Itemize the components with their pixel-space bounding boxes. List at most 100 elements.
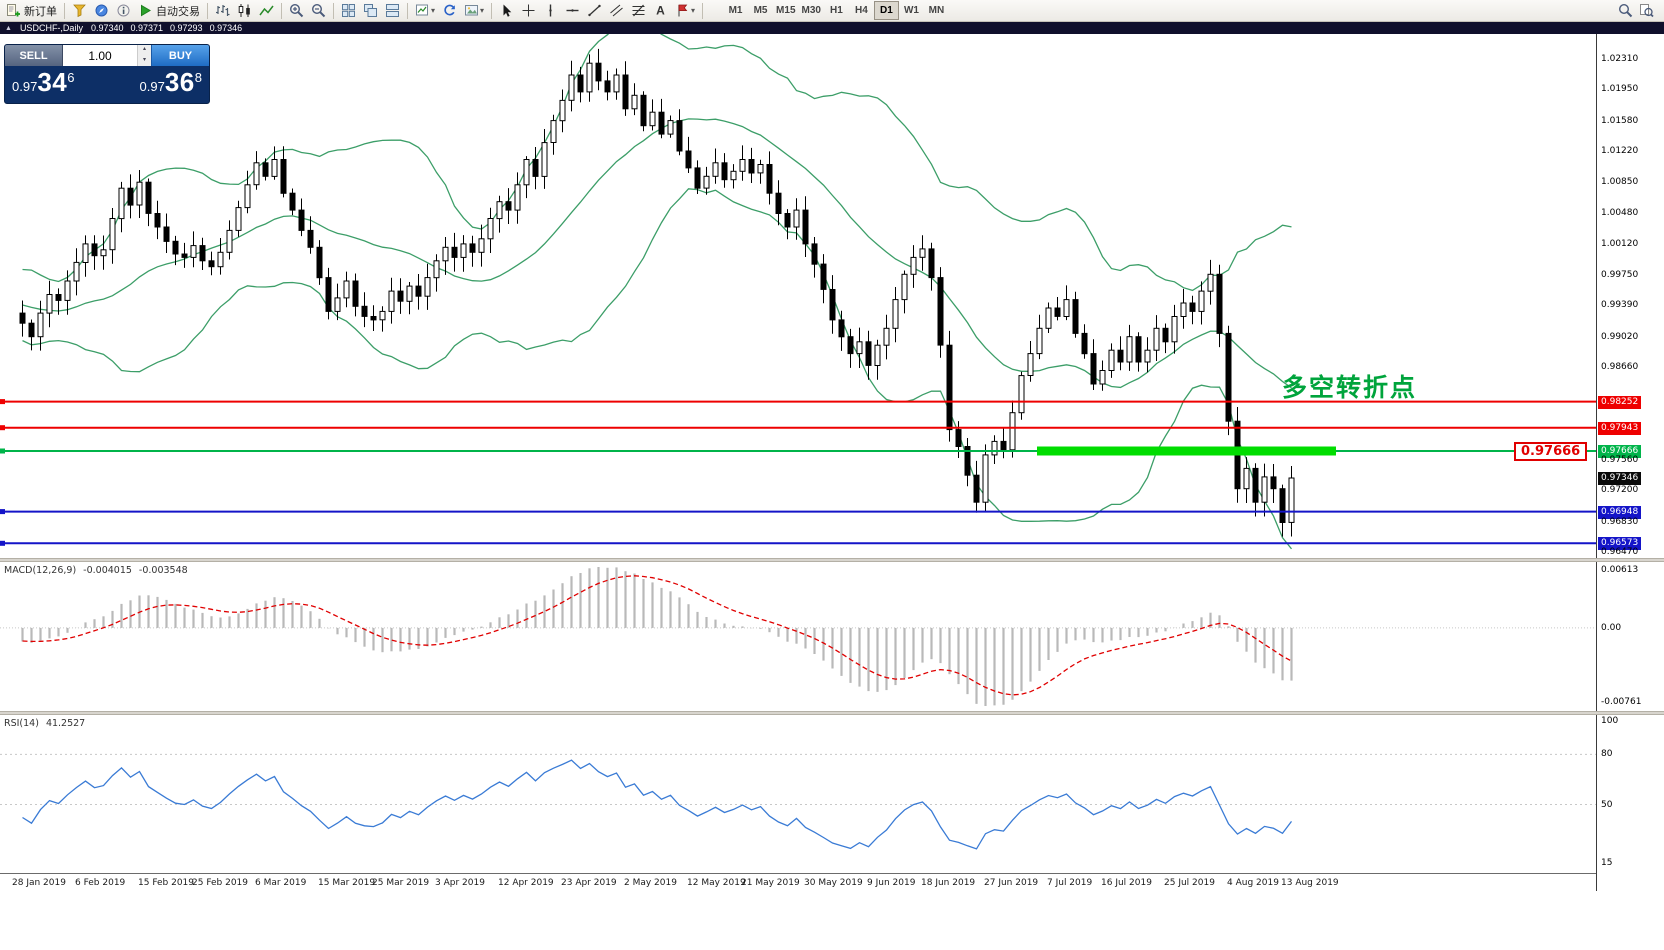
bar-chart-button[interactable] — [212, 1, 233, 20]
collapse-icon[interactable]: ▲ — [5, 24, 12, 32]
macd-signal-value: -0.003548 — [138, 565, 188, 576]
trade-prices: 0.97346 0.97368 — [5, 66, 209, 98]
macd-panel-canvas[interactable] — [0, 562, 1596, 711]
profiles-button[interactable] — [439, 1, 460, 20]
toolbar-separator — [407, 2, 408, 19]
rsi-panel-canvas[interactable] — [0, 715, 1596, 873]
timeframe-m5-button[interactable]: M5 — [748, 1, 773, 20]
toolbar-separator — [491, 2, 493, 19]
timeframe-w1-button[interactable]: W1 — [899, 1, 924, 20]
document-search-icon — [1639, 3, 1654, 18]
cursor-tool-button[interactable] — [496, 1, 517, 20]
navigator-button[interactable] — [91, 1, 112, 20]
chevron-down-icon: ▾ — [431, 6, 436, 15]
axis-label: 50 — [1601, 800, 1613, 810]
panel-splitter-macd[interactable] — [0, 558, 1664, 562]
macd-name: MACD(12,26,9) — [4, 565, 77, 576]
line-chart-button[interactable] — [256, 1, 277, 20]
zoom-in-button[interactable] — [286, 1, 307, 20]
axis-label: 0.99390 — [1601, 300, 1639, 310]
tile-windows-icon — [341, 3, 356, 18]
rsi-name: RSI(14) — [4, 718, 39, 729]
line-chart-icon — [259, 3, 274, 18]
timeframe-m1-button[interactable]: M1 — [723, 1, 748, 20]
toolbar-right-group — [1615, 1, 1657, 20]
chart-area: SELL ▴ ▾ BUY 0.97346 0.97368 多 — [0, 34, 1664, 950]
channel-tool-button[interactable] — [606, 1, 627, 20]
sell-button[interactable]: SELL — [5, 45, 63, 66]
date-axis-label: 15 Feb 2019 — [138, 878, 195, 888]
price-chart-canvas[interactable] — [0, 34, 1596, 558]
axis-label: 0.97560 — [1601, 455, 1639, 465]
axis-label: 0.96470 — [1601, 547, 1639, 557]
date-axis-label: 2 May 2019 — [624, 878, 677, 888]
axis-label: 0.97200 — [1601, 485, 1639, 495]
templates-button[interactable]: ▾ — [461, 1, 487, 20]
date-axis-label: 30 May 2019 — [804, 878, 863, 888]
buy-button[interactable]: BUY — [151, 45, 209, 66]
axis-label: 1.00850 — [1601, 177, 1639, 187]
volume-input[interactable] — [63, 45, 137, 66]
autotrade-label: 自动交易 — [156, 5, 200, 18]
tile-windows-button[interactable] — [338, 1, 359, 20]
flag-icon — [675, 3, 690, 18]
buy-price[interactable]: 0.97368 — [139, 67, 202, 97]
macd-indicator-label: MACD(12,26,9) -0.004015 -0.003548 — [4, 565, 188, 576]
timeframe-mn-button[interactable]: MN — [924, 1, 949, 20]
bar-chart-icon — [215, 3, 230, 18]
market-watch-button[interactable] — [69, 1, 90, 20]
rsi-value: 41.2527 — [45, 718, 86, 729]
timeframe-h4-button[interactable]: H4 — [849, 1, 874, 20]
chart-annotation-text[interactable]: 多空转折点 — [1282, 374, 1418, 402]
date-axis[interactable]: 28 Jan 2019 6 Feb 2019 15 Feb 2019 25 Feb 2… — [0, 873, 1596, 892]
fibonacci-tool-button[interactable] — [628, 1, 649, 20]
price-axis[interactable]: 1.02310 1.01950 1.01580 1.01220 1.00850 1.004… — [1596, 34, 1664, 891]
volume-down-button[interactable]: ▾ — [138, 55, 151, 66]
new-chart-button[interactable]: ▾ — [412, 1, 438, 20]
volume-control: ▴ ▾ — [63, 45, 151, 66]
terminal-button[interactable] — [113, 1, 134, 20]
trendline-tool-button[interactable] — [584, 1, 605, 20]
profiles-cycle-icon — [442, 3, 457, 18]
date-axis-label: 9 Jun 2019 — [867, 878, 916, 888]
document-search-button[interactable] — [1636, 1, 1657, 20]
trendline-icon — [587, 3, 602, 18]
timeframe-m15-button[interactable]: M15 — [773, 1, 798, 20]
zoom-out-button[interactable] — [308, 1, 329, 20]
axis-label: 0.97346 — [1598, 472, 1642, 485]
axis-label: 1.00480 — [1601, 208, 1639, 218]
axis-label: 1.01220 — [1601, 146, 1639, 156]
price-level-tag[interactable]: 0.97666 — [1514, 442, 1588, 461]
axis-label: 0.96830 — [1601, 517, 1639, 527]
sell-price[interactable]: 0.97346 — [12, 67, 75, 97]
date-axis-label: 21 May 2019 — [741, 878, 800, 888]
toolbar-separator — [333, 2, 334, 19]
timeframe-d1-button[interactable]: D1 — [873, 1, 899, 20]
template-icon — [464, 3, 479, 18]
volume-up-button[interactable]: ▴ — [138, 45, 151, 56]
timeframe-m30-button[interactable]: M30 — [799, 1, 824, 20]
market-watch-icon — [72, 3, 87, 18]
date-axis-label: 12 May 2019 — [687, 878, 746, 888]
axis-label: 0.99020 — [1601, 332, 1639, 342]
low-value: 0.97293 — [170, 23, 203, 33]
new-order-button[interactable]: 新订单 — [3, 1, 60, 20]
arrange-windows-button[interactable] — [382, 1, 403, 20]
cascade-windows-button[interactable] — [360, 1, 381, 20]
horizontal-line-tool-button[interactable] — [562, 1, 583, 20]
chevron-down-icon: ▾ — [691, 6, 696, 15]
search-icon — [1618, 3, 1633, 18]
autotrade-button[interactable]: 自动交易 — [135, 1, 203, 20]
candlestick-chart-button[interactable] — [234, 1, 255, 20]
timeframe-h1-button[interactable]: H1 — [824, 1, 849, 20]
vertical-line-tool-button[interactable] — [540, 1, 561, 20]
new-order-label: 新订单 — [24, 5, 57, 18]
axis-label: 0.98660 — [1601, 362, 1639, 372]
date-axis-label: 7 Jul 2019 — [1047, 878, 1093, 888]
text-tool-button[interactable]: A — [650, 1, 671, 20]
crosshair-tool-button[interactable] — [518, 1, 539, 20]
arrow-objects-button[interactable]: ▾ — [672, 1, 698, 20]
axis-label: 100 — [1601, 716, 1619, 726]
panel-splitter-rsi[interactable] — [0, 711, 1664, 715]
symbol-search-button[interactable] — [1615, 1, 1636, 20]
